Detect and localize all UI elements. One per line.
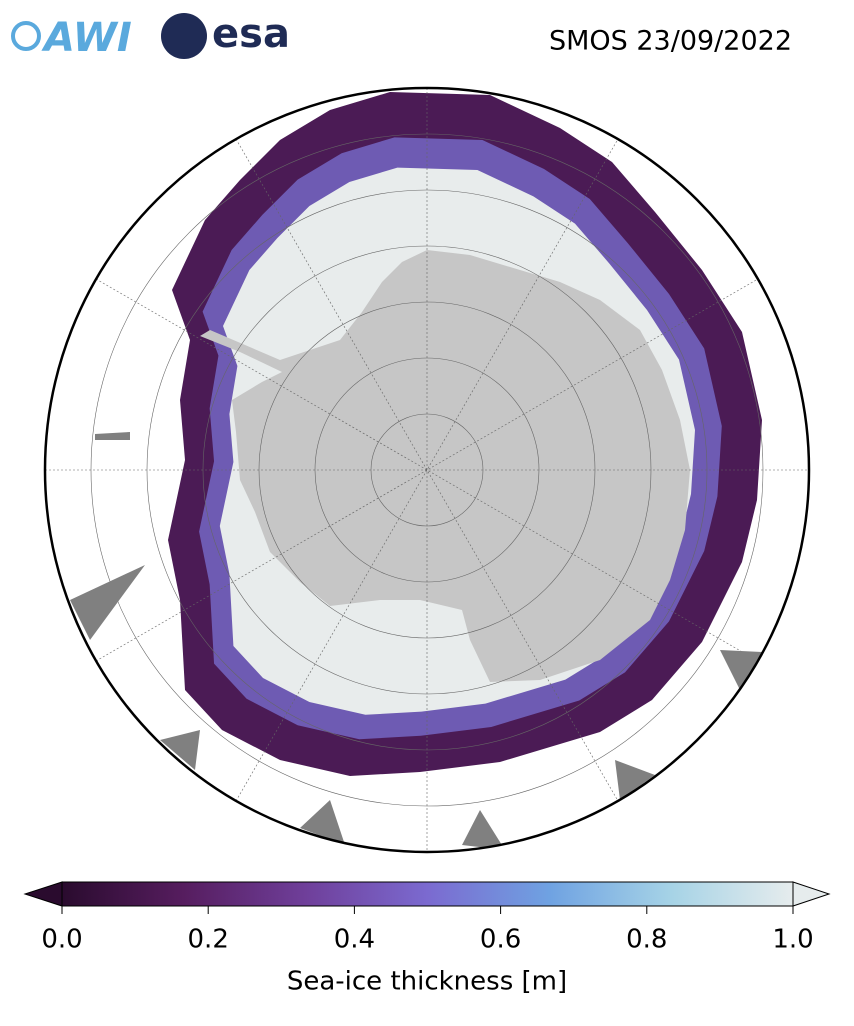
colorbar-tick-label: 0.6 — [480, 925, 521, 955]
colorbar-label: Sea-ice thickness [m] — [287, 967, 567, 997]
map-frame — [43, 86, 811, 854]
colorbar-tick-label: 0.2 — [188, 925, 229, 955]
data-gaps — [70, 432, 762, 850]
awi-globe — [11, 21, 41, 51]
colorbar-gradient — [61, 881, 794, 907]
antarctica — [200, 250, 690, 682]
colorbar-extend-high — [792, 881, 831, 907]
awi-logo: AWI — [41, 15, 132, 61]
logos: AWI esa — [11, 11, 290, 61]
esa-globe — [161, 13, 207, 59]
colorbar: 0.0 0.2 0.4 0.6 0.8 1.0 — [23, 881, 831, 955]
graticule — [45, 88, 809, 852]
map-title: SMOS 23/09/2022 — [549, 26, 792, 57]
colorbar-tick-label: 0.4 — [334, 925, 375, 955]
colorbar-tick-label: 0.0 — [41, 925, 82, 955]
colorbar-tick-label: 0.8 — [626, 925, 667, 955]
esa-logo: esa — [212, 11, 290, 57]
colorbar-tick-label: 1.0 — [772, 925, 813, 955]
map — [45, 88, 809, 852]
colorbar-extend-low — [23, 881, 63, 907]
